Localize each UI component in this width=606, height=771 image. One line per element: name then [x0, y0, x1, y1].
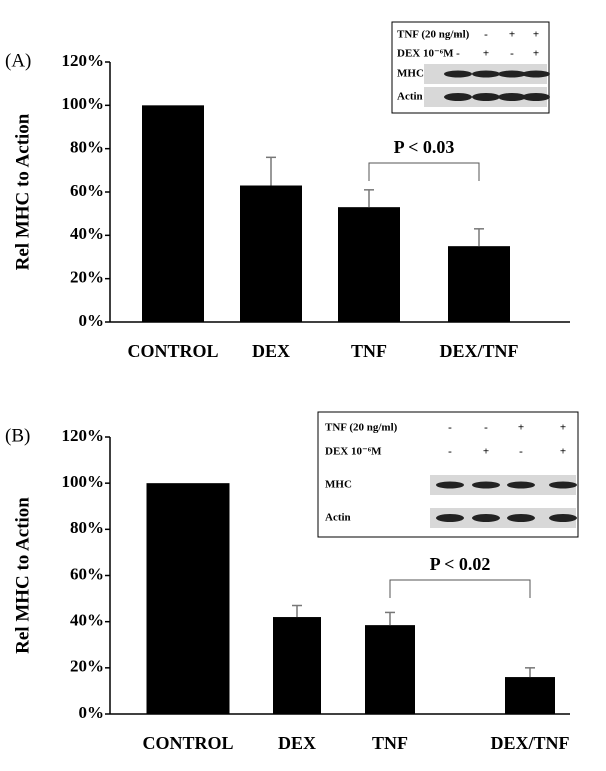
inset-sign: + — [560, 446, 566, 458]
x-tick-label: CONTROL — [142, 733, 233, 753]
blot-band — [436, 481, 464, 489]
x-tick-label: DEX/TNF — [439, 341, 518, 361]
y-tick-label: 40% — [70, 611, 104, 630]
blot-strip — [430, 475, 576, 495]
inset-sign: + — [518, 422, 524, 434]
blot-band — [444, 70, 472, 78]
significance-bracket — [368, 162, 480, 181]
bar — [273, 617, 321, 714]
blot-label: MHC — [325, 479, 352, 491]
inset-row-label: TNF (20 ng/ml) — [325, 422, 398, 434]
inset-sign: + — [483, 48, 489, 60]
blot-label: Actin — [325, 512, 351, 524]
inset-sign: + — [533, 29, 539, 41]
y-tick-label: 20% — [70, 268, 104, 287]
inset-sign: - — [456, 48, 460, 60]
blot-strip — [430, 508, 576, 528]
inset-row-label: DEX 10⁻⁶M — [325, 446, 382, 458]
inset-sign: + — [509, 29, 515, 41]
blot-band — [507, 514, 535, 522]
p-value: P < 0.02 — [430, 554, 491, 574]
bar — [505, 677, 555, 714]
bar — [146, 483, 230, 714]
blot-band — [472, 93, 500, 101]
x-tick-label: DEX — [252, 341, 290, 361]
blot-band — [549, 514, 577, 522]
bar — [240, 185, 302, 322]
blot-band — [498, 70, 526, 78]
y-tick-label: 60% — [70, 564, 104, 583]
y-tick-label: 120% — [62, 51, 105, 70]
significance-bracket — [389, 579, 531, 598]
y-tick-label: 60% — [70, 181, 104, 200]
inset-sign: - — [448, 446, 452, 458]
blot-label: MHC — [397, 68, 424, 80]
bar — [142, 105, 204, 322]
panel-label: (A) — [5, 50, 31, 71]
inset-row-label: TNF (20 ng/ml) — [397, 29, 470, 41]
y-tick-label: 80% — [70, 138, 104, 157]
inset-sign: - — [448, 422, 452, 434]
y-axis-label: Rel MHC to Action — [12, 113, 33, 270]
inset-sign: - — [484, 29, 488, 41]
blot-band — [522, 70, 550, 78]
inset-sign: - — [519, 446, 523, 458]
bar — [448, 246, 510, 322]
blot-band — [498, 93, 526, 101]
inset-sign: + — [483, 446, 489, 458]
inset-sign: - — [484, 422, 488, 434]
x-tick-label: DEX/TNF — [490, 733, 569, 753]
x-tick-label: DEX — [278, 733, 316, 753]
x-tick-label: CONTROL — [127, 341, 218, 361]
inset-sign: + — [560, 422, 566, 434]
y-tick-label: 100% — [62, 472, 105, 491]
y-axis-label: Rel MHC to Action — [12, 497, 33, 654]
bar — [365, 625, 415, 714]
blot-band — [472, 514, 500, 522]
y-tick-label: 40% — [70, 224, 104, 243]
blot-band — [436, 514, 464, 522]
y-tick-label: 80% — [70, 518, 104, 537]
y-tick-label: 120% — [62, 426, 105, 445]
x-tick-label: TNF — [372, 733, 408, 753]
inset-sign: - — [456, 29, 460, 41]
inset-sign: - — [510, 48, 514, 60]
y-tick-label: 100% — [62, 94, 105, 113]
x-tick-label: TNF — [351, 341, 387, 361]
blot-band — [522, 93, 550, 101]
blot-band — [444, 93, 472, 101]
bar — [338, 207, 400, 322]
blot-band — [472, 481, 500, 489]
y-tick-label: 20% — [70, 657, 104, 676]
p-value: P < 0.03 — [394, 137, 455, 157]
blot-band — [472, 70, 500, 78]
y-tick-label: 0% — [79, 311, 105, 330]
inset-row-label: DEX 10⁻⁶M — [397, 48, 454, 60]
inset-sign: + — [533, 48, 539, 60]
blot-band — [507, 481, 535, 489]
blot-band — [549, 481, 577, 489]
blot-label: Actin — [397, 91, 423, 103]
y-tick-label: 0% — [79, 703, 105, 722]
panel-label: (B) — [5, 425, 30, 446]
